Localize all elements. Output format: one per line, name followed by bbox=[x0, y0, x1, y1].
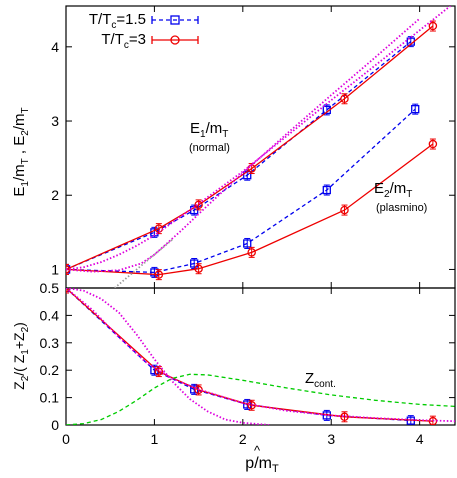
series-line-6 bbox=[114, 239, 173, 288]
legend-marker-circle bbox=[170, 35, 180, 45]
y-tick-label: 2 bbox=[51, 187, 59, 203]
y-tick-label: 0.2 bbox=[40, 362, 60, 378]
x-tick-label: 0 bbox=[62, 431, 70, 447]
series-line-2 bbox=[66, 288, 270, 425]
legend-marker-square bbox=[170, 15, 180, 25]
x-tick-label: 3 bbox=[327, 431, 335, 447]
series-group bbox=[66, 6, 452, 288]
series-line-0 bbox=[66, 288, 411, 422]
bottom-plot-frame bbox=[65, 287, 456, 426]
annotation-e1-note: (normal) bbox=[189, 142, 230, 154]
series-line-4 bbox=[66, 6, 452, 271]
series-line-4 bbox=[66, 373, 455, 425]
x-axis-label: p/mT bbox=[245, 455, 279, 475]
y-tick-label: 0.1 bbox=[40, 390, 60, 406]
annotation-e2-note: (plasmino) bbox=[376, 202, 427, 214]
top-panel: 1 2 3 4 bbox=[51, 6, 455, 288]
annotation-e1: E1/mT bbox=[190, 120, 228, 140]
series-group bbox=[66, 288, 455, 425]
series-line-2 bbox=[66, 25, 434, 270]
y-tick-label: 1 bbox=[51, 261, 59, 277]
y-tick-label: 3 bbox=[51, 113, 59, 129]
annotation-e2: E2/mT bbox=[374, 180, 412, 200]
top-y-axis-label: E1/mT , E2/mT bbox=[11, 107, 31, 196]
annotation-zcont: Zcont. bbox=[305, 370, 336, 390]
series-line-5 bbox=[66, 17, 421, 273]
y-tick-label: 0.4 bbox=[40, 307, 60, 323]
legend-label-tc3: T/Tc=3 bbox=[101, 31, 146, 51]
legend: T/Tc=1.5 T/Tc=3 bbox=[89, 11, 199, 51]
series-line-3 bbox=[66, 288, 455, 423]
y-tick-label: 0 bbox=[51, 417, 59, 433]
legend-label-tc15: T/Tc=1.5 bbox=[89, 11, 146, 31]
y-tick-label: 0.3 bbox=[40, 335, 60, 351]
series-line-3 bbox=[66, 143, 434, 276]
series-line-1 bbox=[66, 108, 416, 274]
x-tick-label: 1 bbox=[151, 431, 159, 447]
x-tick-label: 2 bbox=[239, 431, 247, 447]
bottom-panel: 0 0.1 0.2 0.3 0.4 0.5 0 1 2 3 4 bbox=[40, 280, 455, 447]
y-tick-label: 4 bbox=[51, 39, 59, 55]
bottom-y-axis-label: Z2/( Z1+Z2) bbox=[11, 322, 31, 390]
series-line-0 bbox=[66, 41, 412, 270]
y-tick-label: 0.5 bbox=[40, 280, 60, 296]
x-axis-hat: ^ bbox=[254, 443, 261, 458]
x-tick-label: 4 bbox=[416, 431, 424, 447]
